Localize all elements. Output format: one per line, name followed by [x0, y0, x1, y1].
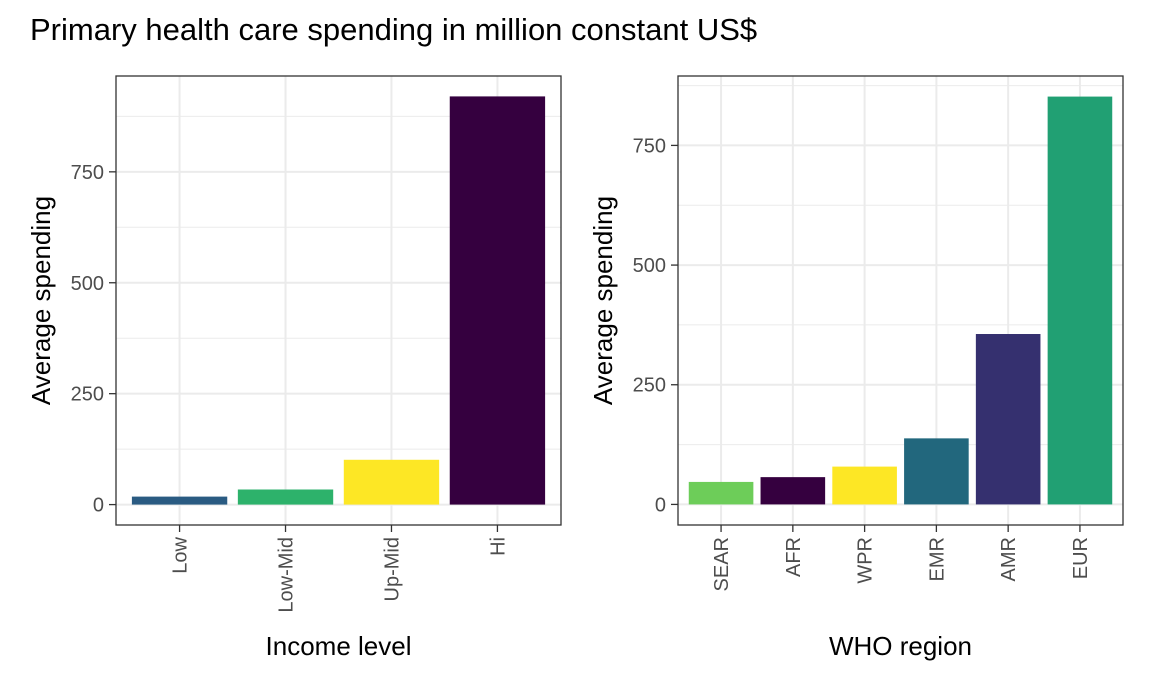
- bar-sear: [688, 481, 754, 505]
- x-tick-label: AFR: [783, 537, 805, 577]
- y-tick-label: 750: [71, 162, 104, 184]
- y-tick-label: 250: [71, 384, 104, 406]
- x-tick-label: Hi: [487, 537, 509, 556]
- bar-emr: [904, 438, 969, 505]
- y-tick-label: 750: [633, 135, 666, 157]
- x-tick-label: SEAR: [711, 537, 733, 591]
- x-tick-label: WPR: [855, 537, 877, 584]
- y-axis-title: Average spending: [26, 196, 56, 405]
- bar-amr: [975, 334, 1041, 505]
- x-tick-label: EUR: [1070, 537, 1092, 579]
- y-tick-label: 0: [93, 495, 104, 517]
- bar-wpr: [832, 466, 897, 505]
- chart-title: Primary health care spending in million …: [30, 12, 757, 47]
- bar-eur: [1047, 96, 1113, 505]
- bar-hi: [449, 96, 546, 505]
- x-axis-title: WHO region: [829, 631, 972, 661]
- x-tick-label: Low: [170, 536, 192, 573]
- y-tick-label: 500: [71, 273, 104, 295]
- x-tick-label: EMR: [926, 537, 948, 581]
- x-tick-label: Up-Mid: [381, 537, 403, 601]
- y-tick-label: 250: [633, 375, 666, 397]
- x-axis-title: Income level: [266, 631, 412, 661]
- y-tick-label: 0: [655, 494, 666, 516]
- bar-low-mid: [237, 489, 334, 505]
- panel-border: [115, 75, 562, 526]
- bar-up-mid: [343, 459, 440, 505]
- y-tick-label: 500: [633, 255, 666, 277]
- panel-border: [677, 75, 1124, 526]
- income-level-chart: 0 250 500 750 Low Low-Mid Up-Mid Hi Income level…: [26, 75, 562, 661]
- bar-low: [131, 496, 228, 505]
- x-tick-label: AMR: [998, 537, 1020, 581]
- y-axis-title: Average spending: [588, 196, 618, 405]
- bar-afr: [760, 477, 826, 505]
- x-tick-label: Low-Mid: [276, 537, 298, 613]
- who-region-chart: 0 250 500 750 SEAR AFR WPR EMR AMR EUR WHO region A…: [588, 75, 1124, 661]
